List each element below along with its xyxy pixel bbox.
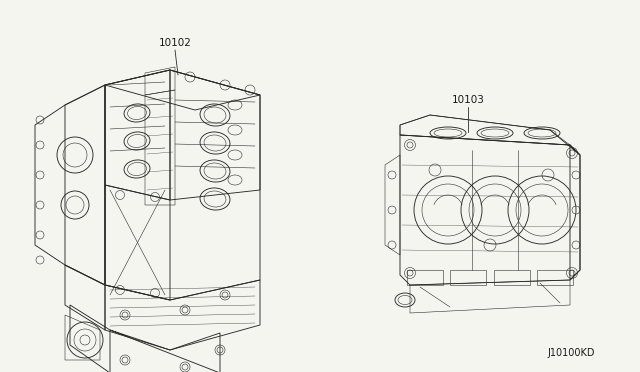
Text: J10100KD: J10100KD [547, 348, 595, 358]
Text: 10102: 10102 [159, 38, 191, 48]
Text: 10103: 10103 [452, 95, 484, 105]
